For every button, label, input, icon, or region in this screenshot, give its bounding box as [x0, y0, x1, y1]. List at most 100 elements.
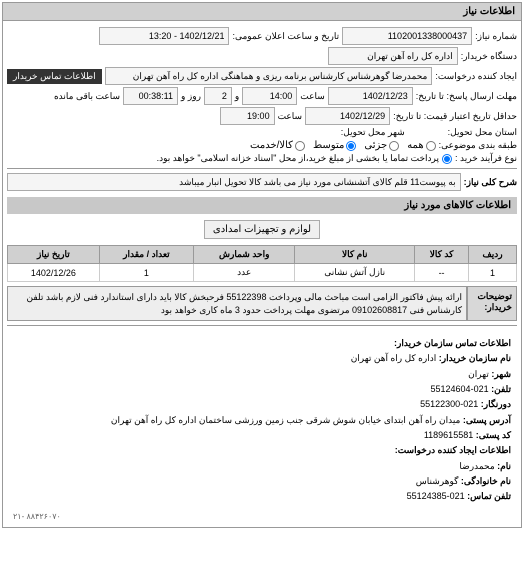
contact-phone-label: تلفن تماس: [467, 491, 511, 501]
td-2: نازل آتش نشانی [295, 264, 415, 282]
purchase-type-text: پرداخت تماما یا بخشی از مبلغ خرید،از محل… [157, 153, 439, 164]
panel-body: شماره نیاز: تاریخ و ساعت اعلان عمومی: دس… [3, 21, 521, 527]
goods-category-box: لوازم و تجهیزات امدادی [7, 220, 517, 239]
phone: 021-55124604 [431, 384, 489, 394]
divider-2 [7, 325, 517, 326]
time-label-2: ساعت [278, 111, 303, 122]
purchase-type-radio[interactable] [442, 154, 452, 164]
days-remaining-input[interactable] [204, 87, 232, 105]
row-delivery: استان محل تحویل: شهر محل تحویل: [7, 127, 517, 138]
th-4: تعداد / مقدار [99, 246, 193, 264]
row-purchase-type: نوع فرآیند خرید : پرداخت تماما یا بخشی ا… [7, 153, 517, 164]
row-validity: حداقل تاریخ اعتبار قیمت: تا تاریخ: ساعت [7, 107, 517, 125]
td-4: 1 [99, 264, 193, 282]
radio-partial[interactable] [389, 141, 399, 151]
time-label-1: ساعت [300, 91, 325, 102]
need-desc-input[interactable] [7, 173, 461, 191]
row-need-desc: شرح کلی نیاز: [7, 173, 517, 191]
radio-goods[interactable] [295, 141, 305, 151]
need-info-panel: اطلاعات نیاز شماره نیاز: تاریخ و ساعت اع… [2, 2, 522, 528]
buyer-desc-row: توضیحات خریدار: ارائه پیش فاکتور الزامی … [7, 286, 517, 321]
remaining-label: ساعت باقی مانده [54, 91, 120, 102]
request-number-input[interactable] [342, 27, 472, 45]
name-label: نام: [497, 461, 511, 471]
divider-1 [7, 168, 517, 169]
th-5: تاریخ نیاز [8, 246, 100, 264]
radio-partial-label: جزئی [364, 140, 387, 151]
row-requester: ایجاد کننده درخواست: اطلاعات تماس خریدار [7, 67, 517, 85]
td-1: -- [415, 264, 469, 282]
buyer-desc-label: توضیحات خریدار: [467, 286, 517, 321]
th-2: نام کالا [295, 246, 415, 264]
org-name-label: نام سازمان خریدار: [439, 353, 511, 363]
public-datetime-label: تاریخ و ساعت اعلان عمومی: [232, 31, 339, 42]
footer-number: ۲۱- ۸۸۴۲۶۰۷۰ [7, 510, 517, 523]
table-body: 1 -- نازل آتش نشانی عدد 1 1402/12/26 [8, 264, 517, 282]
subject-group-label: طبقه بندی موضوعی: [439, 140, 517, 151]
goods-category: لوازم و تجهیزات امدادی [204, 220, 320, 239]
validity-label: حداقل تاریخ اعتبار قیمت: تا تاریخ: [393, 111, 517, 122]
deadline-time-input[interactable] [242, 87, 297, 105]
validity-date-input[interactable] [305, 107, 390, 125]
radio-medium-item[interactable]: متوسط [313, 140, 356, 151]
goods-info-header: اطلاعات کالاهای مورد نیاز [7, 197, 517, 214]
row-subject-group: طبقه بندی موضوعی: همه جزئی متوسط کالا/خد… [7, 140, 517, 151]
surname-label: نام خانوادگی: [461, 476, 511, 486]
postal: 1189615581 [424, 430, 473, 440]
requester-label: ایجاد کننده درخواست: [435, 71, 517, 82]
delivery-state-label: استان محل تحویل: [448, 127, 517, 138]
city-label: شهر: [491, 369, 511, 379]
radio-medium[interactable] [346, 141, 356, 151]
fax: 021-55122300 [420, 399, 478, 409]
radio-goods-label: کالا/خدمت [250, 140, 293, 151]
need-desc-label: شرح کلی نیاز: [464, 177, 517, 188]
contact-phone: 021-55124385 [407, 491, 465, 501]
td-0: 1 [469, 264, 517, 282]
buyer-org-input[interactable] [328, 47, 458, 65]
postal-label: کد پستی: [476, 430, 511, 440]
row-deadline: مهلت ارسال پاسخ: تا تاریخ: ساعت و روز و … [7, 87, 517, 105]
goods-table: ردیف کد کالا نام کالا واحد شمارش تعداد /… [7, 245, 517, 282]
requester-input[interactable] [105, 67, 433, 85]
city: تهران [468, 369, 489, 379]
table-header-row: ردیف کد کالا نام کالا واحد شمارش تعداد /… [8, 246, 517, 264]
panel-title: اطلاعات نیاز [3, 3, 521, 21]
radio-all-label: همه [407, 140, 423, 151]
radio-medium-label: متوسط [313, 140, 344, 151]
deadline-label: مهلت ارسال پاسخ: تا تاریخ: [416, 91, 517, 102]
purchase-type-label: نوع فرآیند خرید : [455, 153, 517, 164]
buyer-org-label: دستگاه خریدار: [461, 51, 517, 62]
buyer-contact-button[interactable]: اطلاعات تماس خریدار [7, 69, 102, 84]
org-name: اداره کل راه آهن تهران [351, 353, 437, 363]
radio-goods-item[interactable]: کالا/خدمت [250, 140, 305, 151]
time-remaining-input[interactable] [123, 87, 178, 105]
name: محمدرضا [459, 461, 494, 471]
public-datetime-input[interactable] [99, 27, 229, 45]
radio-all[interactable] [426, 141, 436, 151]
table-head: ردیف کد کالا نام کالا واحد شمارش تعداد /… [8, 246, 517, 264]
radio-all-item[interactable]: همه [407, 140, 435, 151]
validity-time-input[interactable] [220, 107, 275, 125]
deadline-date-input[interactable] [328, 87, 413, 105]
delivery-city-label: شهر محل تحویل: [341, 127, 405, 138]
row-buyer-org: دستگاه خریدار: [7, 47, 517, 65]
request-creator-header: اطلاعات ایجاد کننده درخواست: [395, 445, 511, 455]
th-3: واحد شمارش [194, 246, 295, 264]
days-label: روز و [181, 91, 201, 102]
address-label: آدرس پستی: [463, 415, 511, 425]
subject-radio-group: همه جزئی متوسط کالا/خدمت [250, 140, 436, 151]
td-5: 1402/12/26 [8, 264, 100, 282]
radio-partial-item[interactable]: جزئی [364, 140, 399, 151]
request-number-label: شماره نیاز: [475, 31, 517, 42]
surname: گوهرشناس [416, 476, 459, 486]
th-1: کد کالا [415, 246, 469, 264]
table-row: 1 -- نازل آتش نشانی عدد 1 1402/12/26 [8, 264, 517, 282]
td-3: عدد [194, 264, 295, 282]
th-0: ردیف [469, 246, 517, 264]
address: میدان راه آهن ابتدای خیابان شوش شرقی جنب… [111, 415, 461, 425]
phone-label: تلفن: [491, 384, 511, 394]
contact-header: اطلاعات تماس سازمان خریدار: [394, 338, 511, 348]
buyer-desc-value: ارائه پیش فاکتور الزامی است مباحث مالی و… [7, 286, 467, 321]
contact-section: اطلاعات تماس سازمان خریدار: نام سازمان خ… [7, 330, 517, 510]
fax-label: دورنگار: [481, 399, 511, 409]
